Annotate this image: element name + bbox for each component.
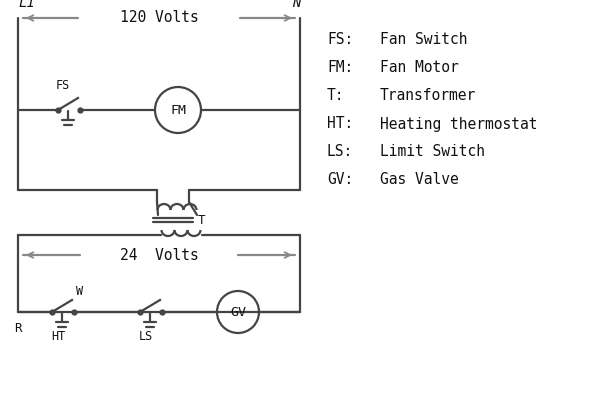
Text: W: W: [76, 285, 83, 298]
Text: R: R: [14, 322, 22, 335]
Text: N: N: [291, 0, 300, 10]
Text: Gas Valve: Gas Valve: [380, 172, 459, 188]
Text: FM:: FM:: [327, 60, 353, 76]
Text: T: T: [198, 214, 205, 226]
Text: Transformer: Transformer: [380, 88, 476, 104]
Text: Heating thermostat: Heating thermostat: [380, 116, 537, 132]
Text: L1: L1: [18, 0, 35, 10]
Text: 120 Volts: 120 Volts: [120, 10, 198, 26]
Text: FS:: FS:: [327, 32, 353, 48]
Text: 24  Volts: 24 Volts: [120, 248, 198, 262]
Text: Fan Motor: Fan Motor: [380, 60, 459, 76]
Text: T:: T:: [327, 88, 345, 104]
Text: Fan Switch: Fan Switch: [380, 32, 467, 48]
Text: GV:: GV:: [327, 172, 353, 188]
Text: GV: GV: [230, 306, 246, 318]
Text: LS:: LS:: [327, 144, 353, 160]
Text: HT: HT: [51, 330, 65, 343]
Text: FS: FS: [56, 79, 70, 92]
Text: LS: LS: [139, 330, 153, 343]
Text: HT:: HT:: [327, 116, 353, 132]
Text: FM: FM: [170, 104, 186, 116]
Text: Limit Switch: Limit Switch: [380, 144, 485, 160]
